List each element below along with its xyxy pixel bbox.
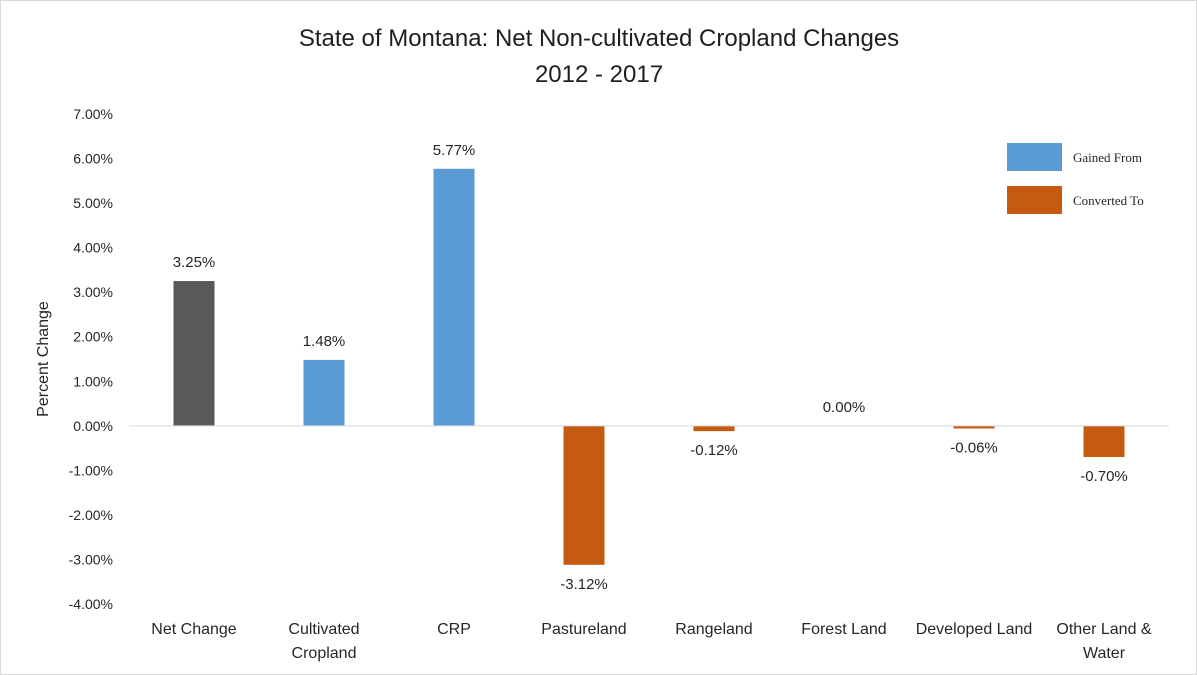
legend-label-converted: Converted To	[1073, 193, 1144, 208]
data-label: -0.12%	[690, 442, 738, 459]
y-tick-label: 0.00%	[73, 418, 113, 434]
data-label: -0.70%	[1080, 468, 1128, 485]
x-tick-label: CRP	[437, 621, 471, 638]
data-label: -3.12%	[560, 576, 608, 593]
legend-swatch-converted	[1007, 186, 1062, 214]
x-tick-label: Water	[1083, 645, 1126, 662]
y-tick-label: 6.00%	[73, 151, 113, 167]
bar-2	[433, 168, 475, 426]
y-tick-label: -4.00%	[69, 596, 113, 612]
y-tick-label: 2.00%	[73, 329, 113, 345]
y-tick-label: 1.00%	[73, 373, 113, 389]
x-tick-label: Net Change	[151, 621, 236, 638]
x-tick-label: Pastureland	[541, 621, 626, 638]
x-tick-label: Cultivated	[288, 621, 359, 638]
data-label: 5.77%	[433, 142, 476, 159]
y-tick-label: 4.00%	[73, 240, 113, 256]
legend-swatch-gained	[1007, 143, 1062, 171]
y-tick-label: -1.00%	[69, 462, 113, 478]
bar-1	[303, 359, 345, 426]
x-tick-label: Cropland	[292, 645, 357, 662]
y-tick-label: 7.00%	[73, 106, 113, 122]
bar-0	[173, 281, 215, 426]
y-tick-label: -3.00%	[69, 551, 113, 567]
y-tick-label: -2.00%	[69, 507, 113, 523]
x-tick-label: Other Land &	[1056, 621, 1152, 638]
y-tick-label: 5.00%	[73, 195, 113, 211]
bar-4	[693, 425, 735, 432]
chart-title: State of Montana: Net Non-cultivated Cro…	[299, 25, 899, 52]
chart-legend: Gained From Converted To	[1007, 143, 1144, 214]
x-tick-label: Rangeland	[675, 621, 752, 638]
bar-series	[173, 168, 1125, 565]
bar-3	[563, 425, 605, 565]
y-axis-ticks: 7.00% 6.00% 5.00% 4.00% 3.00% 2.00% 1.00% 0.00%…	[69, 106, 113, 612]
x-tick-label: Forest Land	[801, 621, 886, 638]
data-label: -0.06%	[950, 439, 998, 456]
data-labels: 3.25% 1.48% 5.77% -3.12% -0.12% 0.00% -0.06% -0…	[173, 142, 1128, 593]
bar-7	[1083, 425, 1125, 457]
x-tick-label: Developed Land	[916, 621, 1033, 638]
data-label: 1.48%	[303, 333, 346, 350]
legend-label-gained: Gained From	[1073, 150, 1142, 165]
y-tick-label: 3.00%	[73, 284, 113, 300]
data-label: 0.00%	[823, 399, 866, 416]
data-label: 3.25%	[173, 254, 216, 271]
y-axis-label: Percent Change	[35, 301, 52, 417]
bar-6	[953, 425, 995, 429]
x-axis-categories: Net Change Cultivated Cropland CRP Pasturela…	[151, 621, 1152, 662]
chart-subtitle: 2012 - 2017	[535, 61, 663, 88]
